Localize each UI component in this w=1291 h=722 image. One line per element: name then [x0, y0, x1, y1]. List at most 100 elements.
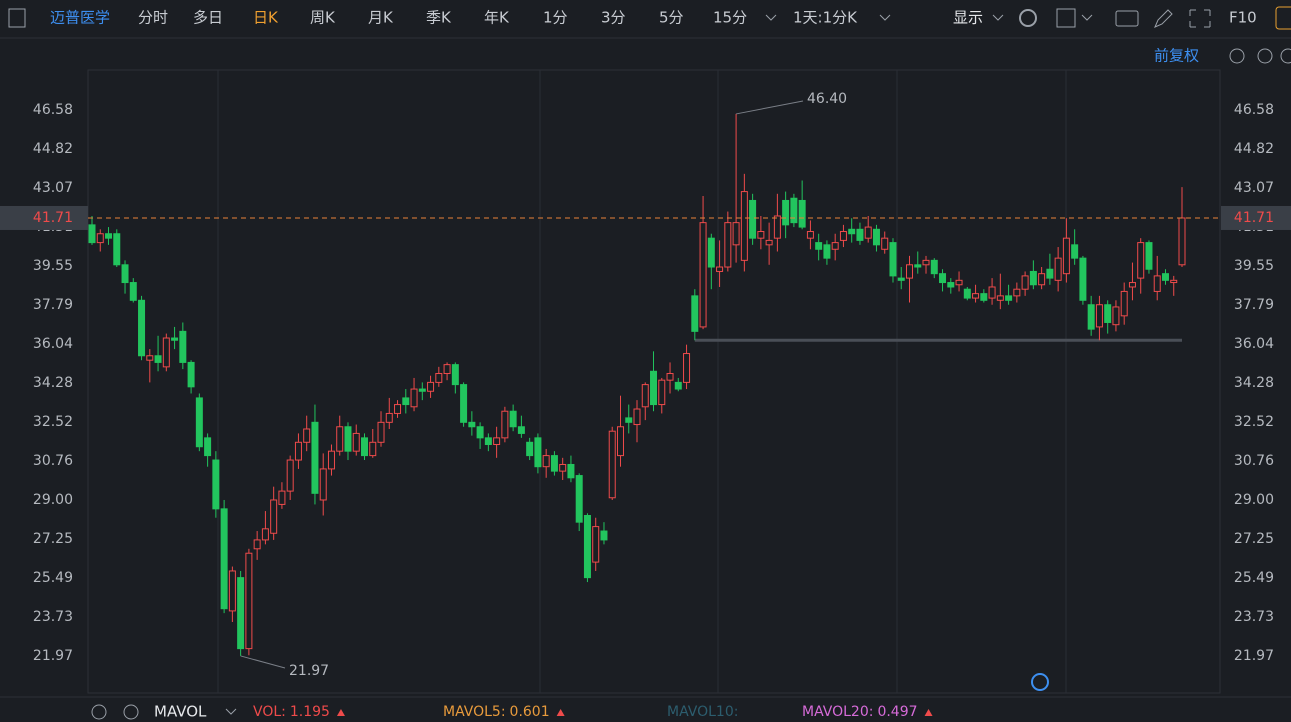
- tab[interactable]: 周K: [310, 9, 336, 27]
- dropdown-arrow[interactable]: [1081, 14, 1093, 21]
- indicator-name[interactable]: MAVOL: [154, 703, 207, 721]
- candle-body: [815, 242, 823, 250]
- candle-body: [650, 370, 658, 406]
- zoom-in-icon[interactable]: [1280, 48, 1291, 64]
- tab[interactable]: 5分: [659, 9, 684, 27]
- candle-body: [955, 279, 963, 286]
- candle-body: [740, 191, 748, 261]
- candle-body: [765, 239, 773, 246]
- candle-body: [534, 437, 542, 468]
- candle-body: [517, 426, 525, 434]
- tab[interactable]: 分时: [138, 9, 168, 27]
- candle-body: [1137, 242, 1145, 279]
- dropdown-arrow[interactable]: [879, 14, 891, 21]
- fullscreen-icon[interactable]: [1189, 9, 1211, 28]
- candle-body: [113, 233, 121, 266]
- y-tick-label: 46.58: [1234, 102, 1274, 118]
- tab[interactable]: 15分: [713, 9, 747, 27]
- candle-body: [1046, 268, 1054, 279]
- candle-body: [732, 222, 740, 246]
- candle-body: [179, 330, 187, 363]
- high-label: 46.40: [807, 91, 847, 107]
- candle-body: [129, 282, 137, 301]
- candle-body: [600, 530, 608, 541]
- camera-icon[interactable]: [1115, 10, 1139, 27]
- candle-body: [749, 199, 757, 239]
- pencil-icon[interactable]: [1154, 9, 1173, 28]
- indicator-value: 1.195: [290, 704, 330, 720]
- dropdown-arrow[interactable]: [225, 708, 237, 715]
- side-button[interactable]: [1275, 6, 1291, 30]
- price-label: 41.71: [33, 210, 73, 226]
- dropdown-arrow[interactable]: [765, 14, 777, 21]
- zoom-out-icon[interactable]: [1257, 48, 1273, 64]
- draw-box-icon[interactable]: [1056, 8, 1076, 28]
- candle-body: [889, 242, 897, 277]
- candle-body: [394, 404, 402, 414]
- candle-body: [146, 355, 154, 361]
- y-tick-label: 34.28: [1234, 375, 1274, 391]
- candle-body: [864, 226, 872, 239]
- plot: 46.5846.5844.8244.8243.0743.0741.3141.31…: [0, 91, 1291, 679]
- candle-body: [559, 463, 567, 472]
- candle-body: [468, 421, 476, 428]
- period-select[interactable]: 1天:1分K: [793, 9, 858, 27]
- tab[interactable]: 月K: [368, 9, 394, 27]
- y-tick-label: 43.07: [33, 180, 73, 196]
- candle-body: [154, 355, 162, 363]
- candle-body: [707, 237, 715, 268]
- indicator-label: MAVOL20:: [802, 704, 873, 720]
- dropdown-arrow[interactable]: [992, 14, 1004, 21]
- candle-body: [1038, 273, 1046, 286]
- candle-body: [1087, 304, 1095, 330]
- indicator-close[interactable]: [123, 704, 139, 720]
- candle-body: [261, 528, 269, 541]
- y-tick-label: 37.79: [1234, 297, 1274, 313]
- display-menu[interactable]: 显示: [953, 9, 983, 27]
- stock-name[interactable]: 迈普医学: [50, 9, 110, 27]
- candle-body: [187, 361, 195, 388]
- price-label: 41.71: [1234, 210, 1274, 226]
- y-tick-label: 27.25: [33, 531, 73, 547]
- candle-body: [493, 437, 501, 446]
- candle-body: [327, 450, 335, 470]
- candle-body: [625, 417, 633, 423]
- tab[interactable]: 多日: [193, 9, 223, 27]
- candle-body: [212, 459, 220, 510]
- y-tick-label: 44.82: [33, 141, 73, 157]
- candle-body: [278, 490, 286, 505]
- tab[interactable]: 年K: [484, 9, 510, 27]
- reset-icon[interactable]: [1229, 48, 1245, 64]
- tab[interactable]: 3分: [601, 9, 626, 27]
- candle-body: [641, 384, 649, 408]
- tab[interactable]: 日K: [253, 9, 279, 27]
- locate-icon[interactable]: [1031, 673, 1049, 691]
- candle-body: [567, 463, 575, 479]
- candle-body: [550, 455, 558, 472]
- tab[interactable]: 季K: [426, 9, 452, 27]
- candle-body: [253, 539, 261, 550]
- candle-body: [1079, 257, 1087, 301]
- candle-body: [666, 373, 674, 381]
- adjust-mode[interactable]: 前复权: [1154, 47, 1199, 65]
- y-tick-label: 39.55: [33, 258, 73, 274]
- indicator-settings[interactable]: [91, 704, 107, 720]
- indicator-value: 0.601: [510, 704, 550, 720]
- candle-body: [88, 224, 96, 244]
- trend-arrow: [336, 709, 345, 716]
- candle-body: [460, 384, 468, 423]
- sidebar-toggle[interactable]: [8, 8, 26, 28]
- tab[interactable]: 1分: [543, 9, 568, 27]
- f10-button[interactable]: F10: [1229, 9, 1257, 27]
- settings-icon[interactable]: [1019, 9, 1037, 27]
- candle-body: [385, 412, 393, 423]
- candle-body: [1062, 237, 1070, 275]
- candle-body: [1029, 270, 1037, 286]
- y-tick-label: 21.97: [1234, 648, 1274, 664]
- low-label: 21.97: [289, 663, 329, 679]
- y-tick-label: 44.82: [1234, 141, 1274, 157]
- candle-body: [798, 199, 806, 228]
- candle-body: [105, 233, 113, 239]
- y-tick-label: 32.52: [33, 414, 73, 430]
